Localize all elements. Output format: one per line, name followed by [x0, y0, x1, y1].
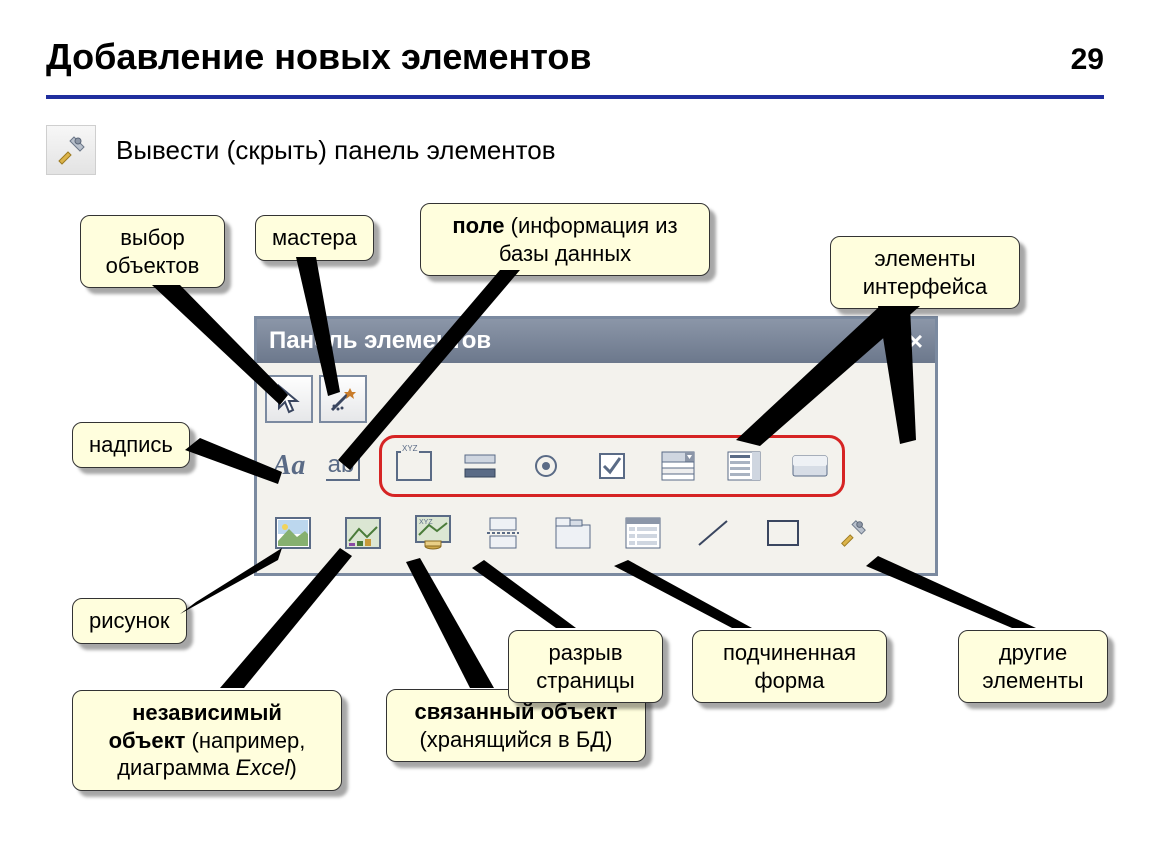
- tools-icon: [46, 125, 96, 175]
- callout-field: поле (информация избазы данных: [420, 203, 710, 276]
- tool-image[interactable]: [269, 509, 317, 557]
- tool-bound-object-frame[interactable]: XYZ: [409, 509, 457, 557]
- interface-elements-group: [379, 435, 845, 497]
- toolbox-panel: Панель элементов × Aa ab: [254, 316, 938, 576]
- close-icon[interactable]: ×: [908, 326, 923, 357]
- toolbox-row-1: [257, 369, 935, 429]
- callout-image: рисунок: [72, 598, 187, 644]
- callout-more: другиеэлементы: [958, 630, 1108, 703]
- header-divider: [46, 95, 1104, 99]
- toolbox-titlebar[interactable]: Панель элементов ×: [257, 319, 935, 363]
- intro-text: Вывести (скрыть) панель элементов: [116, 135, 556, 166]
- tool-wizard[interactable]: [319, 375, 367, 423]
- callout-unbound-object: независимыйобъект (например,диаграмма Ex…: [72, 690, 342, 791]
- tool-label[interactable]: Aa: [265, 442, 313, 490]
- callout-interface-elements: элементыинтерфейса: [830, 236, 1020, 309]
- callout-subform: подчиненнаяформа: [692, 630, 887, 703]
- tool-toggle-button[interactable]: [456, 442, 504, 490]
- tool-checkbox[interactable]: [588, 442, 636, 490]
- tool-unbound-object-frame[interactable]: [339, 509, 387, 557]
- tool-page-break[interactable]: [479, 509, 527, 557]
- callout-label: надпись: [72, 422, 190, 468]
- tool-line[interactable]: [689, 509, 737, 557]
- page-title: Добавление новых элементов: [46, 36, 592, 78]
- svg-text:XYZ: XYZ: [419, 519, 433, 526]
- tool-button[interactable]: [786, 442, 834, 490]
- page-number: 29: [1071, 43, 1104, 77]
- callout-page-break: разрывстраницы: [508, 630, 663, 703]
- intro-row: Вывести (скрыть) панель элементов: [46, 125, 556, 175]
- toolbox-title: Панель элементов: [269, 327, 491, 355]
- tool-textbox[interactable]: ab: [319, 442, 367, 490]
- toolbox-row-3: XYZ: [257, 503, 935, 563]
- tool-tab-control[interactable]: [549, 509, 597, 557]
- tool-listbox[interactable]: [720, 442, 768, 490]
- callout-wizard: мастера: [255, 215, 374, 261]
- tool-rectangle[interactable]: [759, 509, 807, 557]
- tool-more-controls[interactable]: [829, 509, 877, 557]
- toolbox-row-2: Aa ab: [257, 429, 935, 503]
- tool-select-objects[interactable]: [265, 375, 313, 423]
- tool-combobox[interactable]: [654, 442, 702, 490]
- tool-subform[interactable]: [619, 509, 667, 557]
- callout-select: выборобъектов: [80, 215, 225, 288]
- tool-option-group[interactable]: [390, 442, 438, 490]
- tool-option-button[interactable]: [522, 442, 570, 490]
